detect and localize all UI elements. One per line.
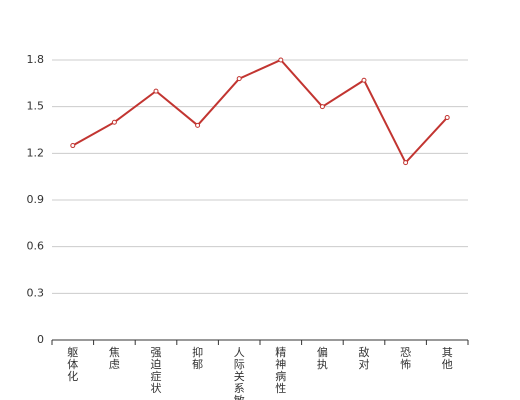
y-tick-label: 0.6: [27, 240, 45, 253]
y-tick-label: 0: [37, 333, 44, 346]
point: [361, 77, 367, 83]
x-tick-label: 躯体化: [67, 346, 78, 383]
point: [70, 143, 76, 149]
point: [444, 115, 450, 121]
y-tick-label: 0.3: [27, 286, 45, 299]
x-tick-label: 抑郁: [192, 345, 203, 371]
x-tick-label: 精神病性: [275, 346, 286, 395]
x-tick-label: 其他: [442, 346, 453, 371]
point: [278, 57, 284, 63]
x-tick-label: 偏执: [317, 345, 328, 371]
point: [153, 88, 159, 94]
x-tick-label: 恐怖: [400, 346, 411, 371]
x-tick-label: 焦虑: [109, 346, 120, 371]
y-tick-label: 1.8: [27, 53, 45, 66]
x-tick-label: 敌对: [359, 345, 370, 371]
y-tick-label: 1.2: [27, 146, 45, 159]
y-tick-label: 1.5: [27, 100, 45, 113]
point: [403, 160, 409, 166]
point: [236, 76, 242, 82]
line: [72, 58, 448, 165]
point: [111, 119, 117, 125]
x-tick-label: 人际关系敏感: [234, 346, 245, 400]
y-tick-label: 0.9: [27, 193, 45, 206]
point: [319, 104, 325, 110]
point: [195, 122, 201, 128]
x-tick-label: 强迫症状: [151, 346, 162, 395]
